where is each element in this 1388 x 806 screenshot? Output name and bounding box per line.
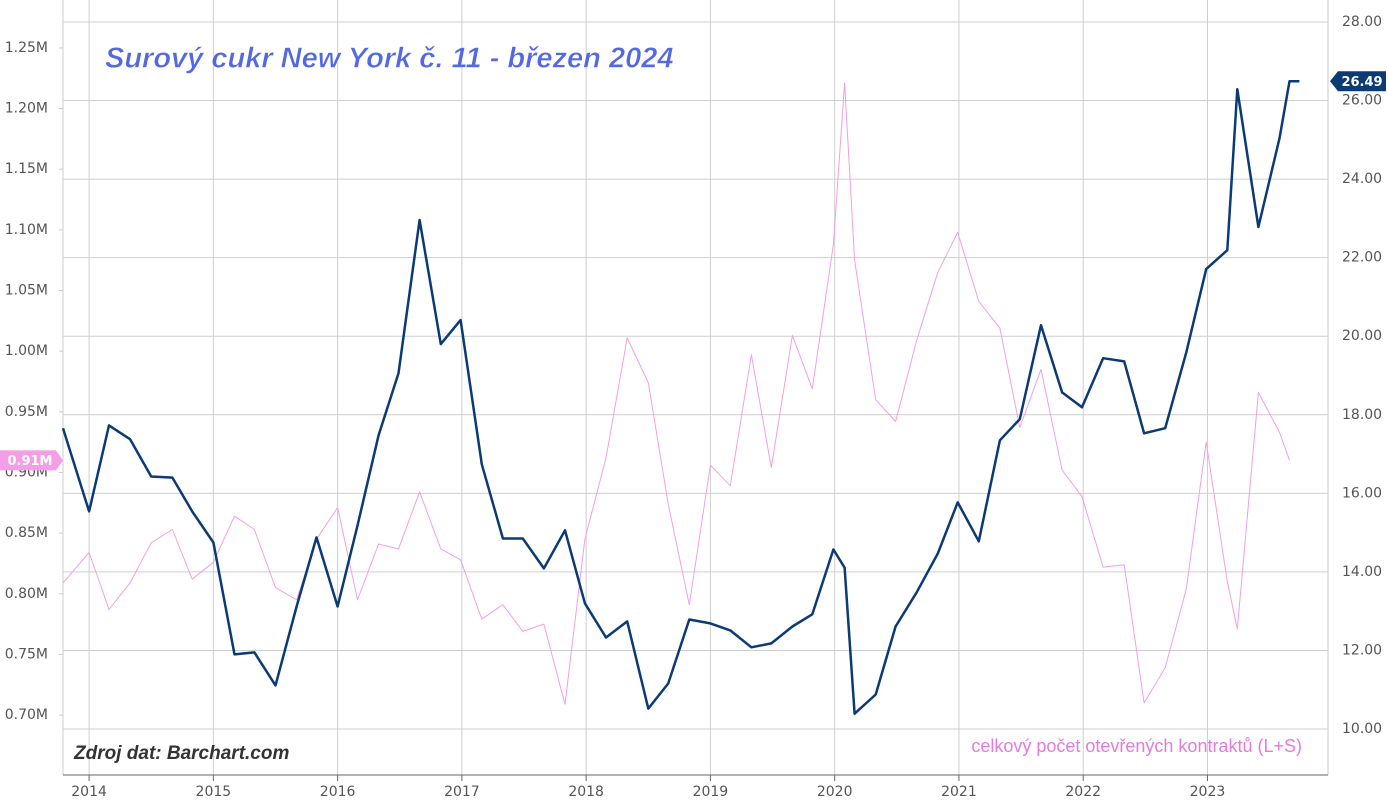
y-tick-label: 1.00M [5, 343, 48, 359]
value-tag-tip [56, 450, 63, 471]
source: Zdroj dat: Barchart.com [73, 743, 289, 764]
legend-entry: celkový počet otevřených kontraktů (L+S) [971, 736, 1302, 756]
x-tick-label: 2017 [444, 784, 480, 800]
y2-tick-label: 14.00 [1342, 564, 1382, 580]
x-tick-label: 2022 [1065, 784, 1101, 800]
y-tick-label: 0.75M [5, 646, 48, 662]
y2-tick-label: 10.00 [1342, 721, 1382, 737]
value-label: 26.49 [1341, 75, 1382, 90]
y-tick-label: 1.20M [5, 101, 48, 117]
y2-tick-label: 28.00 [1342, 14, 1382, 30]
y-tick-label: 0.70M [5, 707, 48, 723]
value-tag [0, 450, 56, 471]
y-tick-label: 0.95M [5, 404, 48, 420]
y-tick-label: 0.80M [5, 586, 48, 602]
x-tick-label: 2014 [71, 784, 107, 800]
x-tick-label: 2020 [817, 784, 853, 800]
y2-tick-label: 16.00 [1342, 485, 1382, 501]
y2-tick-label: 12.00 [1342, 642, 1382, 658]
y-tick-label: 0.85M [5, 525, 48, 541]
y-tick-label: 1.15M [5, 161, 48, 177]
lines [61, 80, 1300, 715]
y2-tick-label: 20.00 [1342, 328, 1382, 344]
y2-tick-label: 22.00 [1342, 250, 1382, 266]
x-tick-label: 2019 [693, 784, 729, 800]
value-tag [1330, 71, 1386, 92]
x-tick-label: 2015 [196, 784, 232, 800]
series-line [61, 80, 1300, 715]
chart-title: Surový cukr New York č. 11 - březen 2024 [105, 43, 673, 75]
y2-tick-label: 26.00 [1342, 93, 1382, 109]
y-tick-label: 1.10M [5, 222, 48, 238]
x-tick-label: 2021 [941, 784, 977, 800]
y2-tick-label: 24.00 [1342, 171, 1382, 187]
grid [59, 0, 1329, 781]
x-tick-label: 2018 [568, 784, 604, 800]
x-tick-label: 2023 [1190, 784, 1226, 800]
y-tick-label: 1.25M [5, 40, 48, 56]
series-line [62, 82, 1290, 705]
value-label: 0.91M [7, 454, 52, 469]
x-tick-label: 2016 [320, 784, 356, 800]
y2-tick-label: 18.00 [1342, 407, 1382, 423]
y-tick-label: 1.05M [5, 283, 48, 299]
